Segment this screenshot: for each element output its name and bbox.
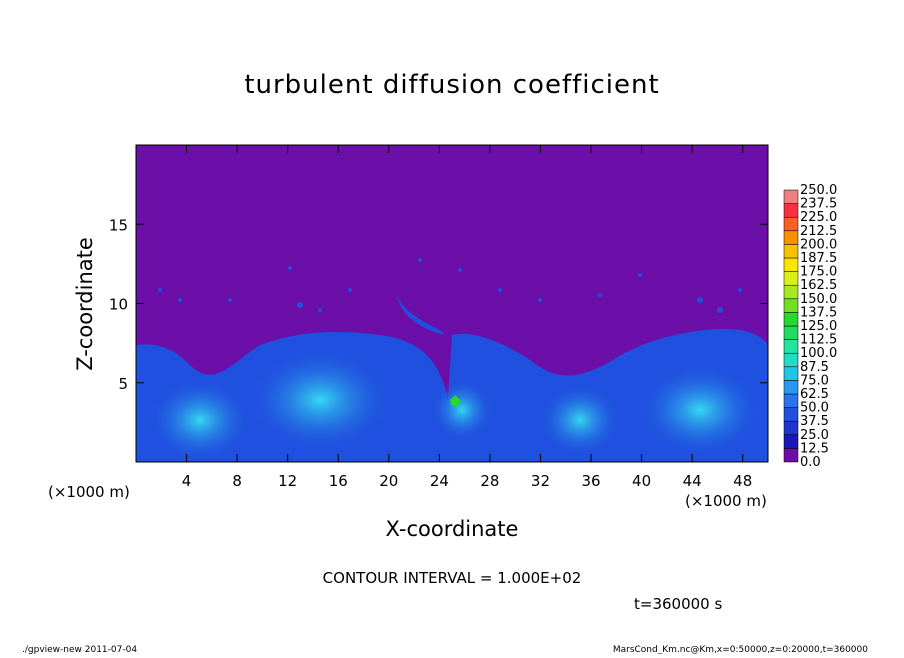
colorbar-label: 87.5: [800, 360, 829, 375]
colorbar-box: [783, 230, 799, 245]
colorbar-label: 125.0: [800, 319, 837, 334]
colorbar-box: [783, 284, 799, 300]
colorbar-box: [783, 380, 799, 395]
colorbar-label: 50.0: [800, 401, 829, 416]
colorbar-label: 250.0: [800, 183, 837, 198]
colorbar-box: [783, 203, 799, 218]
x-tick-label: 4: [182, 472, 192, 490]
colorbar-box: [783, 352, 799, 368]
x-tick-label: 12: [278, 472, 297, 490]
colorbar-label: 237.5: [800, 197, 837, 212]
footer-left: ./gpview-new 2011-07-04: [22, 645, 137, 654]
y-tick-label: 10: [109, 296, 128, 314]
colorbar-box: [783, 339, 799, 354]
colorbar-label: 0.0: [800, 455, 821, 470]
x-tick-label: 20: [379, 472, 398, 490]
x-tick-label: 48: [733, 472, 752, 490]
x-tick-label: 16: [329, 472, 348, 490]
x-tick-label: 32: [531, 472, 550, 490]
colorbar-label: 25.0: [800, 428, 829, 443]
colorbar-box: [783, 189, 799, 204]
contour-interval: CONTOUR INTERVAL = 1.000E+02: [323, 569, 582, 587]
colorbar-label: 175.0: [800, 265, 837, 280]
colorbar-box: [783, 216, 799, 232]
x-tick-label: 36: [581, 472, 600, 490]
field: [136, 145, 768, 462]
colorbar-box: [783, 312, 799, 327]
colorbar-box: [783, 434, 799, 449]
x-tick-label: 28: [480, 472, 499, 490]
colorbar-box: [783, 393, 799, 408]
colorbar-label: 100.0: [800, 346, 837, 361]
x-tick-label: 40: [632, 472, 651, 490]
colorbar-box: [783, 325, 799, 340]
colorbar-label: 112.5: [800, 333, 837, 348]
colorbar-box: [783, 448, 799, 463]
colorbar-label: 187.5: [800, 251, 837, 266]
colorbar-box: [783, 257, 799, 272]
colorbar-label: 62.5: [800, 387, 829, 402]
colorbar-box: [783, 420, 799, 436]
y-tick-label: 5: [118, 375, 128, 393]
x-tick-label: 44: [683, 472, 702, 490]
colorbar-label: 225.0: [800, 210, 837, 225]
colorbar-label: 200.0: [800, 237, 837, 252]
colorbar-label: 12.5: [800, 441, 829, 456]
colorbar-label: 37.5: [800, 414, 829, 429]
x-axis-label: X-coordinate: [386, 517, 519, 541]
chart-title: turbulent diffusion coefficient: [244, 70, 659, 100]
colorbar-label: 137.5: [800, 305, 837, 320]
colorbar-box: [783, 244, 799, 259]
x-tick-label: 8: [232, 472, 242, 490]
y-axis-label: Z-coordinate: [73, 237, 97, 371]
colorbar-box: [783, 298, 799, 313]
colorbar-box: [783, 366, 799, 381]
x-unit: (×1000 m): [685, 492, 767, 510]
x-tick-label: 24: [430, 472, 449, 490]
colorbar-box: [783, 407, 799, 422]
x-unit: (×1000 m): [48, 483, 130, 501]
colorbar-box: [783, 271, 799, 286]
colorbar-label: 162.5: [800, 278, 837, 293]
footer-right: MarsCond_Km.nc@Km,x=0:50000,z=0:20000,t=…: [613, 645, 868, 654]
y-tick-label: 15: [109, 216, 128, 234]
colorbar-label: 75.0: [800, 373, 829, 388]
colorbar-label: 150.0: [800, 292, 837, 307]
colorbar-label: 212.5: [800, 224, 837, 239]
time-label: t=360000 s: [634, 595, 722, 613]
